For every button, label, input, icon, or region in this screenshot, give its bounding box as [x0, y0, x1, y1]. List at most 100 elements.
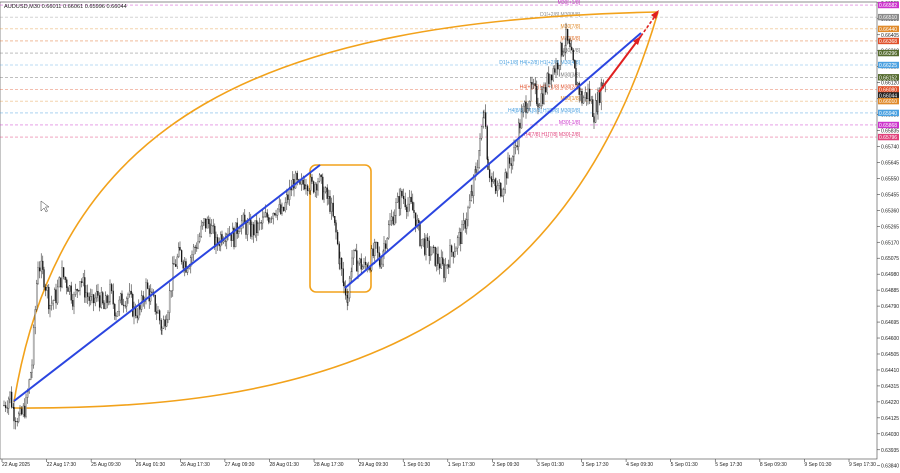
x-tick-label: 9 Sep 17:30 — [849, 462, 876, 468]
candle-body — [424, 238, 426, 255]
candle-body — [70, 285, 72, 301]
candle-body — [100, 292, 102, 308]
candle-body — [471, 191, 473, 197]
price-badge-label: 0.66368 — [879, 39, 897, 45]
candle-body — [544, 87, 547, 93]
candle-body — [506, 172, 508, 179]
candle-body — [204, 218, 207, 229]
candle-body — [352, 249, 355, 259]
candle-body — [266, 212, 268, 218]
x-tick-label: 3 Sep 17:30 — [582, 462, 609, 468]
candle-body — [42, 260, 44, 270]
price-badge — [878, 37, 899, 45]
candle-body — [203, 218, 205, 223]
candle-body — [350, 271, 352, 279]
price-badge-label: 0.66044 — [879, 93, 897, 99]
candle-body — [158, 310, 161, 321]
candle-body — [552, 68, 554, 81]
candle-body — [37, 267, 39, 284]
candle-body — [347, 297, 349, 303]
level-label: M30[+1/8] — [558, 0, 581, 6]
price-badge — [878, 74, 899, 81]
candle-body — [46, 286, 48, 291]
candle-body — [363, 261, 365, 267]
candle-body — [68, 285, 71, 292]
candle-body — [116, 311, 119, 317]
candle-body — [304, 184, 306, 190]
candle-body — [108, 301, 110, 303]
candle-body — [339, 258, 341, 265]
y-tick-label: 0.63935 — [881, 448, 899, 454]
trend-line-1 — [13, 164, 321, 402]
candle-body — [184, 261, 186, 269]
candle-body — [67, 287, 69, 292]
candle-body — [572, 49, 574, 61]
candle-body — [157, 310, 159, 314]
candle-body — [38, 267, 41, 272]
candle-body — [507, 157, 509, 179]
candle-body — [334, 216, 336, 223]
price-badge-label: 0.66010 — [879, 99, 897, 105]
candle-body — [110, 284, 113, 292]
candle-body — [322, 176, 324, 200]
candle-body — [538, 105, 541, 108]
candle-body — [569, 43, 571, 48]
candle-body — [492, 179, 495, 182]
candle-body — [162, 319, 165, 329]
candle-body — [490, 177, 492, 180]
candle-body — [280, 204, 282, 214]
price-badge — [878, 61, 899, 69]
candle-body — [442, 257, 444, 265]
x-tick-label: 1 Sep 17:30 — [448, 462, 475, 468]
y-tick-label: 0.66120 — [881, 81, 899, 87]
price-badge — [878, 1, 899, 9]
candle-body — [525, 101, 527, 113]
price-badge-label: 0.66296 — [879, 51, 897, 57]
x-tick-label: 5 Sep 17:30 — [715, 462, 742, 468]
candle-body — [198, 236, 201, 242]
candle-body — [174, 264, 177, 267]
candle-body — [186, 268, 189, 273]
candle-body — [348, 277, 351, 299]
candle-body — [440, 257, 442, 269]
candle-body — [343, 282, 345, 287]
price-badge-label: 0.66080 — [879, 87, 897, 93]
candle-body — [534, 83, 536, 87]
candle-body — [14, 420, 17, 422]
candle-body — [234, 222, 237, 248]
candle-body — [294, 172, 297, 189]
candle-body — [138, 305, 140, 319]
candle-body — [281, 206, 283, 214]
candle-body — [36, 283, 38, 310]
candle-body — [192, 246, 195, 255]
candle-body — [510, 163, 512, 166]
candle-body — [475, 169, 477, 173]
candle-body — [598, 90, 601, 103]
candle-body — [358, 258, 361, 264]
candle-body — [398, 196, 400, 209]
candle-body — [166, 319, 168, 327]
candle-body — [452, 251, 454, 257]
level-label: M30[-1/8] — [559, 120, 581, 126]
candle-body — [478, 150, 480, 168]
y-tick-label: 0.64885 — [881, 288, 899, 294]
candle-body — [269, 218, 271, 223]
candle-body — [30, 372, 32, 380]
candle-body — [24, 405, 26, 417]
candle-body — [574, 59, 576, 69]
candle-body — [22, 405, 24, 415]
level-label: D1[+1/8] H4[+2/8] H1[+2/8] M30[4/8] — [499, 60, 580, 66]
candle-body — [242, 214, 244, 222]
candle-body — [340, 258, 343, 269]
candle-body — [446, 264, 448, 266]
candle-body — [139, 305, 141, 310]
candle-body — [362, 266, 364, 270]
candle-body — [431, 246, 433, 255]
candle-body — [254, 220, 256, 236]
candle-body — [170, 290, 172, 292]
candle-body — [498, 182, 500, 186]
candle-body — [404, 198, 406, 208]
candle-body — [58, 277, 60, 288]
candle-body — [396, 196, 399, 203]
